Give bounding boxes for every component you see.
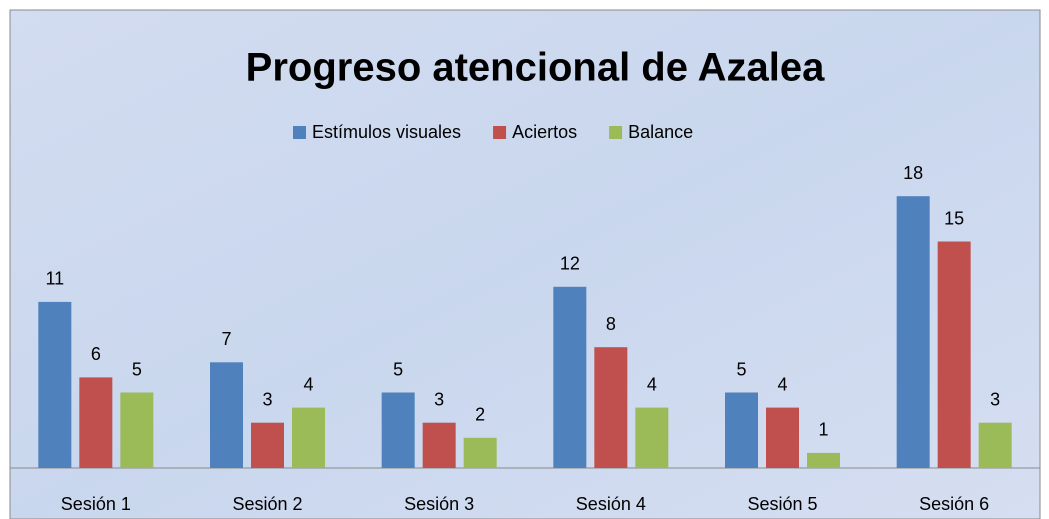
data-label: 2 — [475, 405, 485, 425]
x-tick-label: Sesión 3 — [404, 494, 474, 514]
data-label: 3 — [262, 389, 272, 409]
bar — [210, 362, 243, 468]
bar — [553, 286, 587, 468]
bar — [766, 407, 799, 468]
x-tick-label: Sesión 5 — [747, 494, 817, 514]
chart-area — [9, 9, 1041, 519]
legend-label: Balance — [628, 122, 693, 142]
data-label: 5 — [736, 359, 746, 379]
data-label: 3 — [990, 389, 1000, 409]
bar — [896, 196, 930, 468]
bar — [725, 392, 758, 468]
x-tick-label: Sesión 2 — [232, 494, 302, 514]
data-label: 6 — [91, 344, 101, 364]
bar — [120, 392, 154, 468]
chart-title: Progreso atencional de Azalea — [246, 46, 825, 90]
bar — [978, 422, 1012, 468]
data-label: 3 — [434, 389, 444, 409]
bar — [251, 422, 284, 468]
data-label: 1 — [818, 420, 828, 440]
data-label: 4 — [303, 374, 313, 394]
legend-swatch — [493, 126, 507, 139]
x-tick-label: Sesión 4 — [576, 494, 646, 514]
bar — [292, 407, 325, 468]
data-label: 8 — [606, 314, 616, 334]
legend-swatch — [609, 126, 623, 139]
data-label: 11 — [45, 269, 64, 289]
data-label: 12 — [560, 254, 580, 274]
bar — [594, 347, 628, 468]
legend-label: Estímulos visuales — [312, 122, 461, 142]
bar — [79, 377, 113, 468]
data-label: 5 — [132, 359, 142, 379]
bar — [422, 422, 456, 468]
legend-swatch — [293, 126, 306, 139]
bar — [937, 241, 971, 468]
bar — [463, 437, 497, 468]
bar — [635, 407, 669, 468]
data-label: 15 — [944, 208, 964, 228]
bar — [38, 301, 72, 468]
data-label: 7 — [221, 329, 231, 349]
x-tick-label: Sesión 1 — [61, 494, 131, 514]
x-tick-label: Sesión 6 — [919, 494, 989, 514]
data-label: 4 — [777, 374, 787, 394]
bar — [807, 452, 840, 468]
data-label: 18 — [903, 163, 923, 183]
data-label: 4 — [647, 374, 657, 394]
data-label: 5 — [393, 359, 403, 379]
bar — [381, 392, 415, 468]
legend-label: Aciertos — [512, 122, 577, 142]
